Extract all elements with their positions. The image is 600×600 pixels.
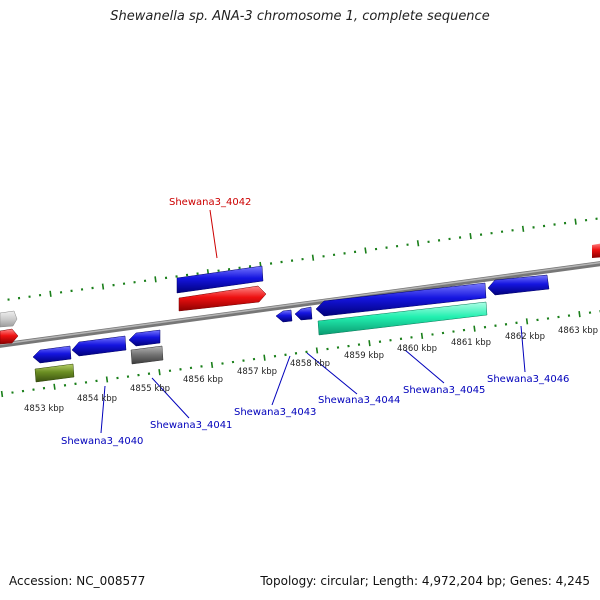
gene-shewana3-4045-teal[interactable] (317, 301, 488, 336)
major-tick (578, 310, 581, 318)
lower-scale-ruler (0, 310, 600, 398)
scale-label: 4854 kbp (77, 394, 117, 404)
major-tick (49, 290, 52, 297)
gene-label-shewana3-4041[interactable]: Shewana3_4041 (150, 420, 232, 431)
gene-label-shewana3-4042[interactable]: Shewana3_4042 (169, 197, 251, 208)
gene-label-shewana3-4045[interactable]: Shewana3_4045 (403, 385, 485, 396)
chromosome-backbone-highlight (0, 261, 600, 346)
gene-shewana3-4046[interactable] (487, 274, 550, 296)
major-tick (210, 361, 214, 369)
major-tick (0, 390, 4, 398)
major-tick (368, 340, 371, 347)
genome-summary-text: Topology: circular; Length: 4,972,204 bp… (260, 574, 590, 588)
gene-label-shewana3-4040[interactable]: Shewana3_4040 (61, 436, 143, 447)
major-tick (420, 332, 424, 340)
major-tick (311, 254, 315, 261)
scale-label: 4861 kbp (451, 338, 491, 348)
scale-label: 4858 kbp (290, 359, 330, 369)
gene-shewana3-4044[interactable] (294, 306, 313, 321)
leader-shewana3-4043 (271, 355, 291, 406)
scale-label: 4856 kbp (183, 375, 223, 385)
reverse-strand-genes (32, 274, 550, 383)
gene-shewana3-4045[interactable] (315, 282, 487, 317)
gene-shewana3-4040-olive[interactable] (34, 363, 75, 383)
gene-shewana3-4040-blue[interactable] (32, 345, 72, 364)
gene-red-right-edge[interactable] (592, 243, 600, 258)
gene-label-shewana3-4046[interactable]: Shewana3_4046 (487, 374, 569, 385)
major-tick (473, 325, 476, 332)
accession-text: Accession: NC_008577 (9, 574, 146, 588)
leader-shewana3-4041 (151, 377, 190, 419)
page-title: Shewanella sp. ANA-3 chromosome 1, compl… (110, 9, 490, 24)
major-tick (53, 383, 56, 390)
major-tick (315, 347, 319, 354)
gene-shewana3-4041-gray[interactable] (130, 345, 164, 365)
scale-label: 4860 kbp (397, 344, 437, 354)
chromosome-backbone (0, 261, 600, 348)
major-tick (416, 240, 420, 247)
leader-shewana3-4042 (209, 209, 218, 259)
major-tick (154, 276, 157, 283)
gene-shewana3-4042-arrow[interactable] (178, 285, 267, 312)
scale-label: 4862 kbp (505, 332, 545, 342)
gene-shewana3-4043[interactable] (275, 309, 293, 323)
label-leaders (100, 209, 526, 434)
scale-label: 4859 kbp (344, 351, 384, 361)
gene-blue-4041b[interactable] (128, 329, 161, 347)
scale-label: 4863 kbp (558, 326, 598, 336)
leader-shewana3-4040 (100, 385, 106, 434)
leader-shewana3-4045 (404, 349, 445, 384)
gene-blue-4041a[interactable] (71, 335, 127, 357)
leader-shewana3-4044 (306, 352, 358, 395)
leader-shewana3-4046 (520, 325, 526, 373)
upper-scale-ruler (7, 217, 598, 301)
major-tick (101, 283, 105, 290)
scale-labels: 4853 kbp 4854 kbp 4855 kbp 4856 kbp 4857… (24, 326, 598, 414)
forward-strand-genes (0, 243, 600, 345)
major-tick (158, 369, 161, 376)
major-tick (521, 225, 525, 232)
scale-label: 4857 kbp (237, 367, 277, 377)
gene-label-shewana3-4044[interactable]: Shewana3_4044 (318, 395, 400, 406)
major-tick (263, 354, 266, 361)
gene-light-gray-left-edge[interactable] (0, 310, 18, 328)
scale-label: 4855 kbp (130, 384, 170, 394)
major-tick (574, 218, 577, 225)
major-tick (364, 247, 367, 254)
major-tick (105, 376, 109, 383)
major-tick (525, 318, 529, 325)
gene-shewana3-4042-block[interactable] (176, 265, 264, 294)
major-tick (469, 232, 472, 240)
gene-red-left-edge[interactable] (0, 328, 19, 345)
scale-label: 4853 kbp (24, 404, 64, 414)
gene-labels: Shewana3_4042 Shewana3_4040 Shewana3_404… (61, 197, 569, 447)
gene-label-shewana3-4043[interactable]: Shewana3_4043 (234, 407, 316, 418)
